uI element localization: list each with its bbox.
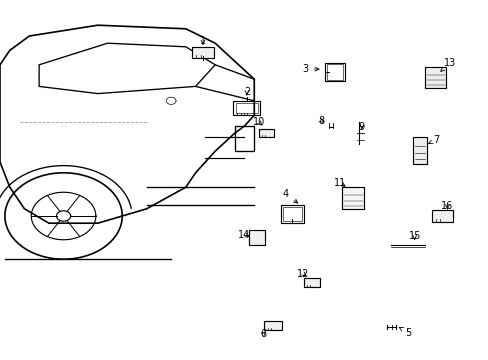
- Bar: [283, 207, 301, 221]
- Bar: [234, 126, 254, 151]
- Bar: [342, 187, 364, 209]
- Text: 6: 6: [260, 329, 265, 339]
- Bar: [412, 137, 426, 164]
- Text: 9: 9: [358, 122, 364, 132]
- Text: 3: 3: [302, 64, 318, 74]
- Text: 11: 11: [333, 178, 346, 188]
- Text: 8: 8: [318, 116, 324, 126]
- Text: 16: 16: [440, 201, 453, 211]
- Bar: [192, 47, 213, 58]
- Text: 1: 1: [200, 36, 205, 46]
- Text: 15: 15: [407, 231, 420, 241]
- Bar: [326, 64, 342, 80]
- Bar: [259, 130, 273, 137]
- Bar: [280, 205, 304, 223]
- Bar: [235, 103, 258, 113]
- Text: 5: 5: [399, 327, 410, 338]
- Text: 14: 14: [238, 230, 250, 240]
- Bar: [303, 278, 320, 287]
- Text: 13: 13: [440, 58, 455, 71]
- Text: 12: 12: [296, 269, 309, 279]
- Bar: [431, 211, 452, 221]
- Text: 2: 2: [244, 87, 249, 97]
- Bar: [324, 63, 345, 81]
- Bar: [233, 101, 260, 115]
- Text: 10: 10: [252, 117, 265, 127]
- Bar: [249, 230, 264, 245]
- Bar: [425, 67, 445, 88]
- Text: 7: 7: [427, 135, 439, 145]
- Text: 4: 4: [283, 189, 297, 203]
- Bar: [264, 321, 281, 330]
